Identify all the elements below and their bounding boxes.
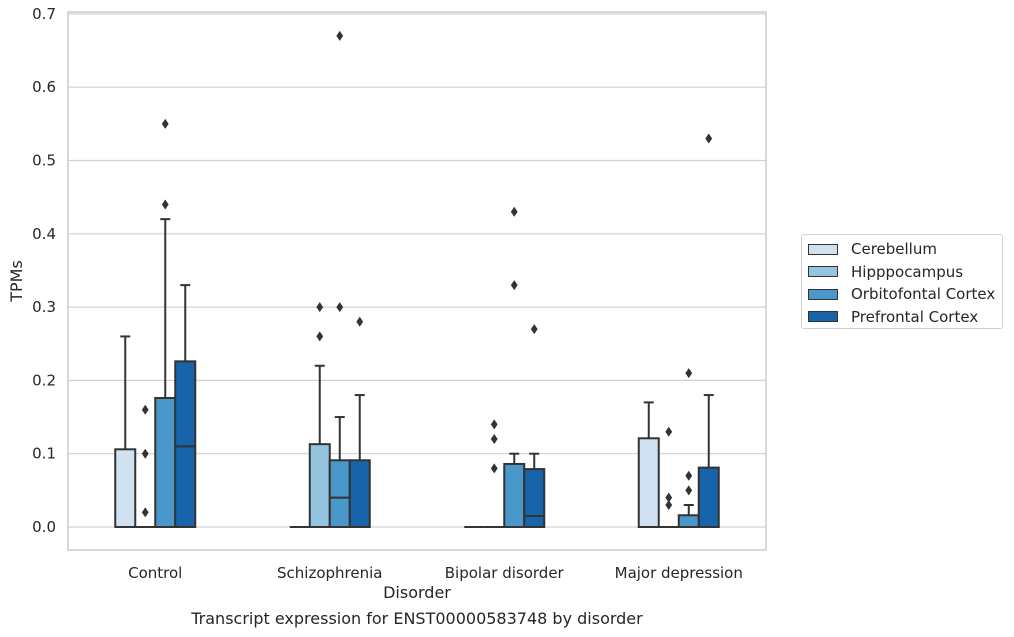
outlier-point (336, 30, 344, 41)
box-3-2 (523, 324, 546, 528)
y-tick-label: 0.1 (32, 445, 56, 463)
outlier-point (316, 331, 324, 342)
box-body (637, 437, 660, 529)
box-body (503, 462, 526, 529)
x-tick-label: Bipolar disorder (445, 564, 565, 582)
legend-swatch-orbitofrontal (808, 288, 838, 300)
x-tick-label: Schizophrenia (277, 564, 382, 582)
x-tick-label: Major depression (615, 564, 743, 582)
outlier-point (685, 470, 693, 481)
boxes (114, 30, 720, 529)
x-axis-title: Disorder (383, 583, 451, 602)
box-1-2 (484, 419, 505, 528)
outlier-point (530, 324, 538, 335)
box-2-3 (677, 368, 700, 528)
box-2-1 (328, 30, 351, 528)
legend-label-cerebellum: Cerebellum (851, 240, 937, 259)
legend-swatch-hippocampus (808, 266, 838, 278)
plot-area-frame (67, 11, 767, 551)
outlier-point (316, 302, 324, 313)
legend-item-orbitofrontal: Orbitofontal Cortex (808, 283, 1002, 306)
outlier-point (490, 419, 498, 430)
box-body (677, 514, 700, 528)
outlier-point (161, 118, 169, 129)
y-tick-label: 0.3 (32, 298, 56, 316)
outlier-point (161, 199, 169, 210)
y-tick-label: 0.7 (32, 5, 56, 23)
y-tick-label: 0.4 (32, 225, 56, 243)
y-tick-label: 0.0 (32, 518, 56, 536)
legend-label-prefrontal: Prefrontal Cortex (851, 307, 979, 326)
box-body (174, 360, 197, 529)
outlier-point (665, 426, 673, 437)
y-axis-ticks: 0.0 0.1 0.2 0.3 0.4 0.5 0.6 0.7 (32, 5, 56, 536)
outlier-point (141, 448, 149, 459)
box-body (328, 459, 351, 528)
box-2-2 (503, 206, 526, 529)
outlier-point (336, 302, 344, 313)
y-tick-label: 0.5 (32, 152, 56, 170)
box-body (114, 448, 137, 528)
outlier-point (705, 133, 713, 144)
box-body (154, 396, 177, 528)
box-3-1 (348, 316, 371, 528)
y-tick-label: 0.6 (32, 78, 56, 96)
outlier-point (665, 500, 673, 511)
legend-swatch-prefrontal (808, 311, 838, 323)
outlier-point (685, 368, 693, 379)
legend-item-cerebellum: Cerebellum (808, 238, 1002, 261)
outlier-point (356, 316, 364, 327)
y-axis-title: TPMs (7, 260, 26, 303)
box-body (523, 468, 546, 528)
box-1-3 (658, 426, 679, 528)
outlier-point (490, 463, 498, 474)
box-1-1 (308, 302, 331, 528)
outlier-point (685, 485, 693, 496)
box-3-0 (174, 284, 197, 529)
box-1-0 (135, 404, 156, 528)
outlier-point (141, 507, 149, 518)
box-2-0 (154, 118, 177, 528)
box-3-3 (697, 133, 720, 529)
x-tick-label: Control (128, 564, 182, 582)
legend-swatch-cerebellum (808, 243, 838, 255)
x-axis-ticks: Control Schizophrenia Bipolar disorder Majo… (128, 564, 743, 582)
outlier-point (510, 206, 518, 217)
legend: Cerebellum Hipppocampus Orbitofontal Cor… (801, 234, 1003, 329)
box-body (348, 459, 371, 528)
box-0-3 (637, 401, 660, 529)
figure-caption: Transcript expression for ENST0000058374… (191, 609, 643, 628)
box-body (697, 466, 720, 529)
legend-item-prefrontal: Prefrontal Cortex (808, 306, 1002, 329)
legend-label-orbitofrontal: Orbitofontal Cortex (851, 285, 996, 304)
legend-label-hippocampus: Hipppocampus (851, 262, 964, 281)
outlier-point (665, 492, 673, 503)
outlier-point (141, 404, 149, 415)
box-0-0 (114, 335, 137, 528)
box-body (308, 443, 331, 528)
outlier-point (490, 434, 498, 445)
legend-item-hippocampus: Hipppocampus (808, 261, 1002, 284)
outlier-point (510, 280, 518, 291)
y-tick-label: 0.2 (32, 371, 56, 389)
